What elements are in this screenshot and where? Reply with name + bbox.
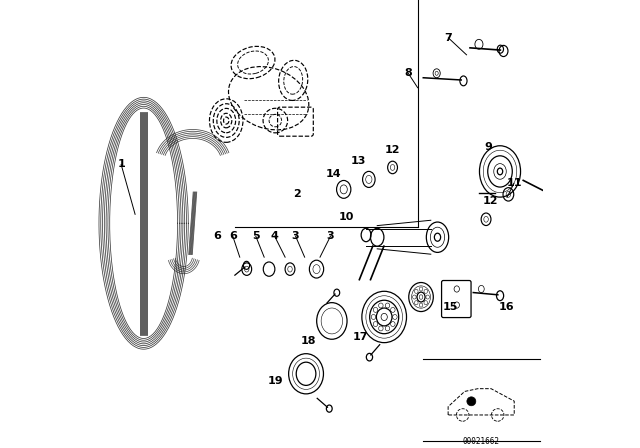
Text: 6: 6: [214, 231, 221, 241]
Text: 17: 17: [353, 332, 368, 342]
Text: 3: 3: [326, 231, 334, 241]
Text: 3: 3: [292, 231, 300, 241]
Text: 11: 11: [506, 178, 522, 189]
Text: 8: 8: [404, 68, 412, 78]
Text: 5: 5: [252, 231, 260, 241]
Text: 4: 4: [271, 231, 278, 241]
Text: 12: 12: [483, 196, 498, 207]
Text: 12: 12: [385, 145, 400, 155]
Ellipse shape: [467, 397, 476, 406]
Text: 15: 15: [443, 302, 458, 312]
Text: 6: 6: [229, 231, 237, 241]
Text: 00021662: 00021662: [463, 437, 500, 446]
Text: 10: 10: [339, 212, 354, 222]
Text: 1: 1: [117, 159, 125, 169]
Text: 9: 9: [484, 142, 492, 151]
Text: 18: 18: [300, 336, 316, 346]
Text: 14: 14: [326, 169, 341, 180]
Text: 19: 19: [268, 376, 283, 386]
Text: 13: 13: [351, 156, 366, 167]
Text: 2: 2: [293, 190, 301, 199]
Text: 7: 7: [445, 33, 452, 43]
Text: 16: 16: [499, 302, 515, 312]
